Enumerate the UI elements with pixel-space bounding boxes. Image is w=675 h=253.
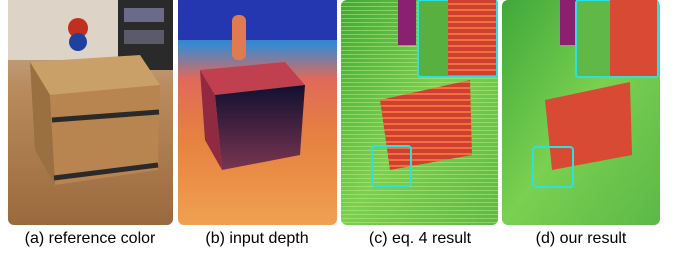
caption: (c) eq. 4 result — [369, 230, 472, 247]
panel-depth — [178, 0, 337, 225]
panel-ours — [502, 0, 660, 225]
caption: (a) reference color — [25, 230, 156, 247]
caption: (d) our result — [536, 230, 627, 247]
panel-eq4 — [341, 0, 498, 225]
caption: (b) input depth — [205, 230, 308, 247]
panel-reference — [8, 0, 173, 225]
figure: (a) reference color (b) input depth (c) … — [0, 0, 675, 253]
